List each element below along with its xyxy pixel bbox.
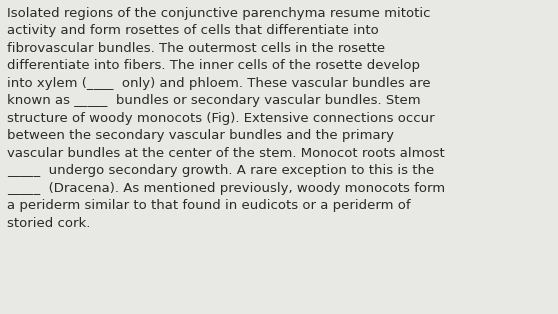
Text: Isolated regions of the conjunctive parenchyma resume mitotic
activity and form : Isolated regions of the conjunctive pare… — [7, 7, 445, 230]
